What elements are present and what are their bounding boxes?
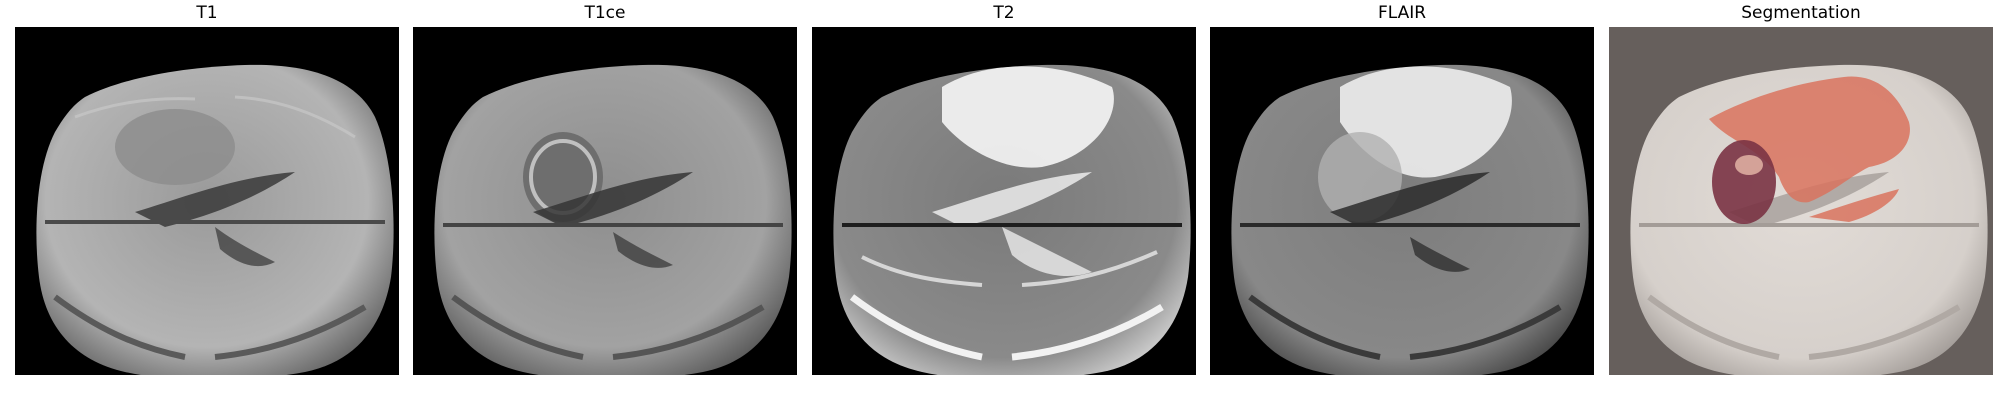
- panel-t2: T2: [812, 0, 1196, 400]
- panel-title-t1ce: T1ce: [584, 3, 626, 23]
- panel-flair: FLAIR: [1210, 0, 1594, 400]
- panel-segmentation: Segmentation: [1609, 0, 1993, 400]
- t1-mri-image: [15, 27, 399, 375]
- panel-title-t1: T1: [196, 3, 218, 23]
- panel-title-flair: FLAIR: [1377, 3, 1427, 23]
- t2-mri-image: [812, 27, 1196, 375]
- panel-title-segmentation: Segmentation: [1741, 3, 1861, 23]
- panel-t1: T1: [15, 0, 399, 400]
- segmentation-overlay-image: [1609, 27, 1993, 375]
- panel-t1ce: T1ce: [413, 0, 797, 400]
- flair-mri-image: [1210, 27, 1594, 375]
- t1ce-mri-image: [413, 27, 797, 375]
- panel-title-t2: T2: [993, 3, 1015, 23]
